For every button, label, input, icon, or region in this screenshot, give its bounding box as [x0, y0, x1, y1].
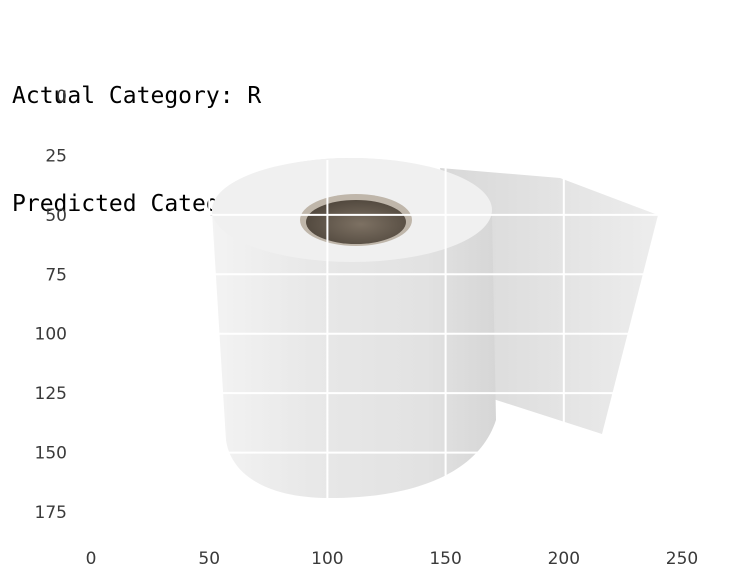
x-tick-label-250: 250	[666, 549, 698, 569]
roll-core	[306, 200, 406, 244]
plotted-image	[212, 158, 658, 498]
x-tick-label-50: 50	[198, 549, 220, 569]
y-tick-label-0: 0	[56, 87, 67, 107]
x-tick-label-0: 0	[86, 549, 97, 569]
actual-category-line: Actual Category: R	[12, 83, 262, 109]
y-tick-label-25: 25	[45, 146, 67, 166]
grid-lines	[205, 160, 660, 500]
y-tick-label-125: 125	[35, 384, 67, 404]
x-tick-label-100: 100	[311, 549, 343, 569]
y-tick-labels: 0 25 50 75 100 125 150 175	[35, 87, 67, 523]
y-tick-label-100: 100	[35, 325, 67, 345]
x-tick-label-150: 150	[429, 549, 461, 569]
x-tick-labels: 0 50 100 150 200 250	[86, 549, 699, 569]
y-tick-label-75: 75	[45, 265, 67, 285]
y-tick-label-175: 175	[35, 503, 67, 523]
x-tick-label-200: 200	[548, 549, 580, 569]
y-tick-label-150: 150	[35, 444, 67, 464]
y-tick-label-50: 50	[45, 206, 67, 226]
